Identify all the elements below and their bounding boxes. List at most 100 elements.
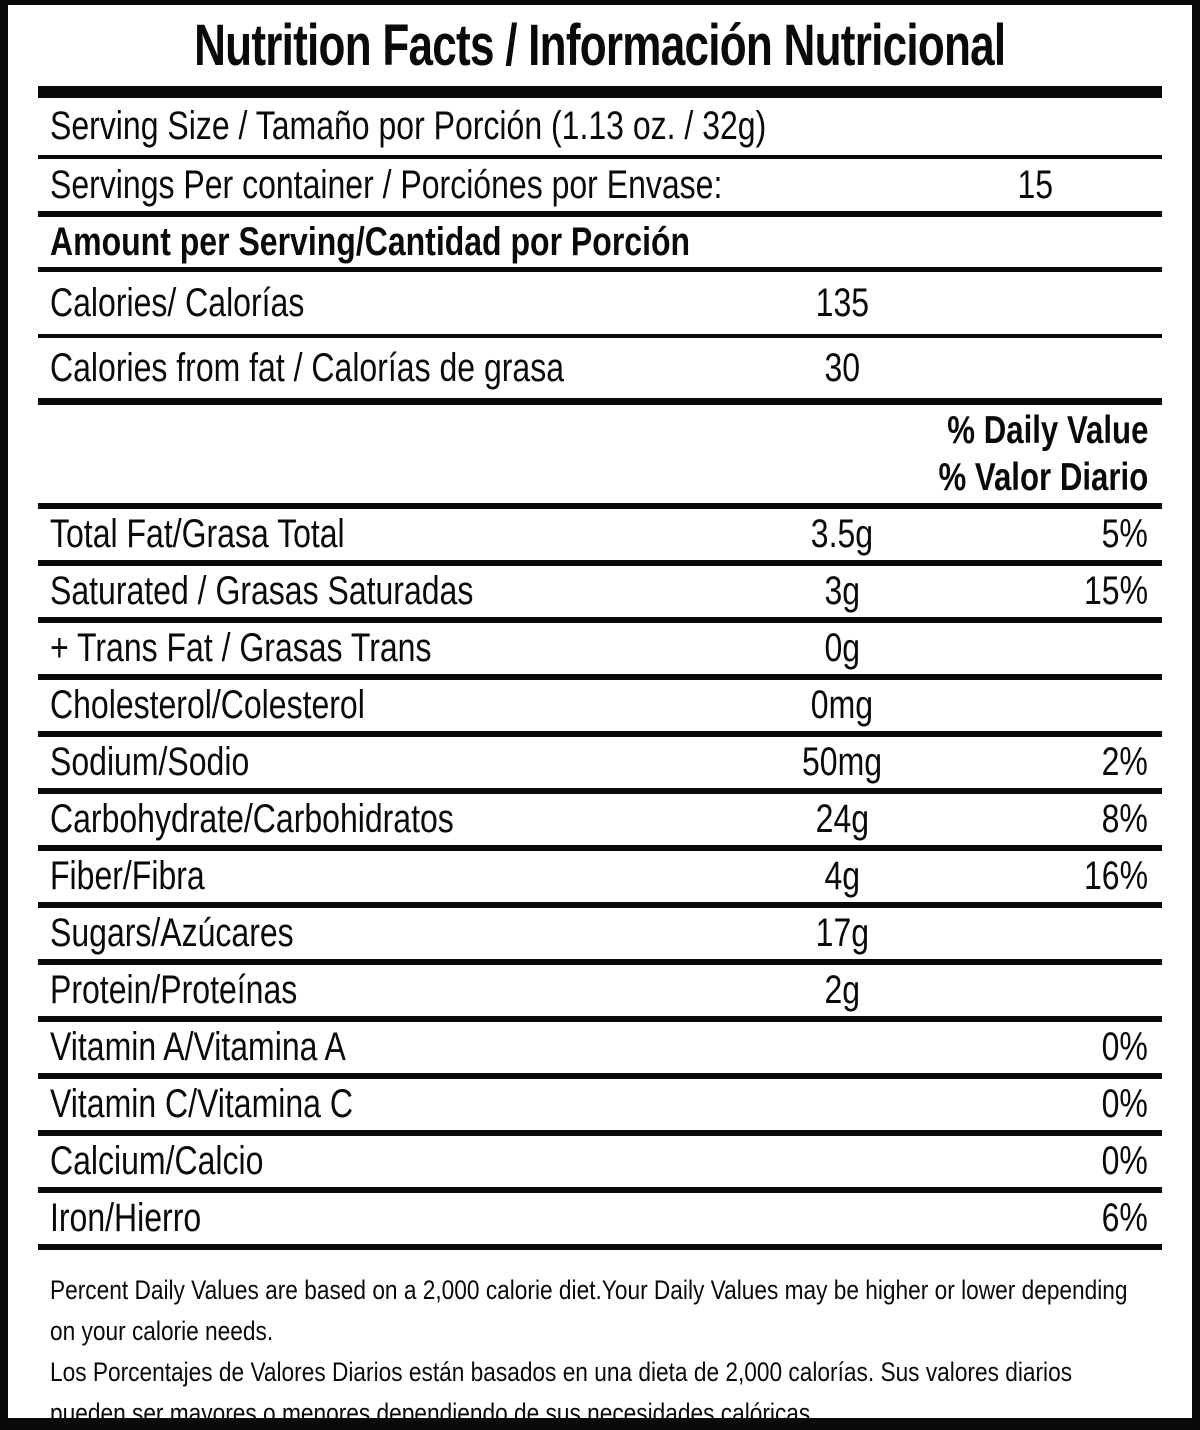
nutrient-rows: Total Fat/Grasa Total 3.5g 5% Saturated … <box>38 509 1162 1250</box>
nutrient-dv-cell: 16% <box>987 854 1162 899</box>
nutrient-name: Saturated / Grasas Saturadas <box>50 569 474 613</box>
servings-per-container-text: Servings Per container / Porciónes por E… <box>50 162 723 207</box>
nutrient-row: Fiber/Fibra 4g 16% <box>38 851 1162 908</box>
label-title: Nutrition Facts / Información Nutriciona… <box>194 13 1006 78</box>
nutrient-daily-value: 0% <box>1101 1082 1148 1126</box>
nutrient-row: Iron/Hierro 6% <box>38 1193 1162 1250</box>
calories-from-fat-value: 30 <box>824 345 860 390</box>
nutrient-dv-cell: 5% <box>987 512 1162 557</box>
nutrient-amount: 3.5g <box>810 512 874 556</box>
nutrient-dv-cell <box>987 683 1162 728</box>
nutrient-dv-cell <box>987 911 1162 956</box>
nutrient-daily-value: 0% <box>1101 1025 1148 1069</box>
nutrient-name-cell: Vitamin C/Vitamina C <box>38 1082 697 1127</box>
daily-value-header-es: % Valor Diario <box>886 454 1148 501</box>
servings-per-container-row: Servings Per container / Porciónes por E… <box>38 159 1162 217</box>
footnote-spanish-text: Los Porcentajes de Valores Diarios están… <box>50 1357 1073 1428</box>
nutrient-name: Carbohydrate/Carbohidratos <box>50 797 454 841</box>
serving-size-cell: Serving Size / Tamaño por Porción (1.13 … <box>38 104 1162 149</box>
nutrient-name: Sodium/Sodio <box>50 740 250 784</box>
nutrient-amount: 0g <box>824 626 860 670</box>
nutrient-name: Cholesterol/Colesterol <box>50 683 365 727</box>
nutrient-row: + Trans Fat / Grasas Trans 0g <box>38 623 1162 680</box>
calories-value: 135 <box>815 280 869 325</box>
nutrient-name-cell: Total Fat/Grasa Total <box>38 512 697 557</box>
nutrient-amount-cell: 4g <box>697 854 987 899</box>
nutrient-amount-cell: 2g <box>697 968 987 1013</box>
nutrient-name-cell: Calcium/Calcio <box>38 1139 697 1184</box>
servings-per-container-value: 15 <box>1017 162 1054 207</box>
nutrient-dv-cell: 0% <box>987 1139 1162 1184</box>
nutrient-daily-value: 5% <box>1101 512 1148 556</box>
nutrient-daily-value: 8% <box>1101 797 1148 841</box>
calories-from-fat-row: Calories from fat / Calorías de grasa 30 <box>38 338 1162 405</box>
footnote-english: Percent Daily Values are based on a 2,00… <box>50 1270 1142 1352</box>
nutrient-row: Total Fat/Grasa Total 3.5g 5% <box>38 509 1162 566</box>
nutrient-row: Vitamin A/Vitamina A 0% <box>38 1022 1162 1079</box>
nutrient-amount-cell <box>697 1139 987 1184</box>
amount-per-serving-header-cell: Amount per Serving/Cantidad por Porción <box>38 220 1162 265</box>
nutrient-name: Protein/Proteínas <box>50 968 298 1012</box>
nutrient-amount-cell: 3g <box>697 569 987 614</box>
nutrient-daily-value: 2% <box>1101 740 1148 784</box>
serving-size-text: Serving Size / Tamaño por Porción (1.13 … <box>50 104 767 148</box>
nutrient-name-cell: Fiber/Fibra <box>38 854 697 899</box>
nutrient-amount: 2g <box>824 968 860 1012</box>
calories-from-fat-label: Calories from fat / Calorías de grasa <box>50 345 564 390</box>
nutrient-name-cell: Protein/Proteínas <box>38 968 697 1013</box>
daily-value-header: % Daily Value % Valor Diario <box>38 405 1162 509</box>
footnote-spanish: Los Porcentajes de Valores Diarios están… <box>50 1352 1142 1428</box>
nutrient-name: Calcium/Calcio <box>50 1139 264 1183</box>
nutrient-dv-cell: 2% <box>987 740 1162 785</box>
servings-per-container-cell: Servings Per container / Porciónes por E… <box>38 163 890 208</box>
nutrient-name: Sugars/Azúcares <box>50 911 294 955</box>
calories-label: Calories/ Calorías <box>50 280 305 325</box>
serving-size-row: Serving Size / Tamaño por Porción (1.13 … <box>38 98 1162 159</box>
nutrient-amount-cell: 0g <box>697 626 987 671</box>
nutrient-daily-value: 0% <box>1101 1139 1148 1183</box>
nutrient-row: Sugars/Azúcares 17g <box>38 908 1162 965</box>
nutrient-amount-cell <box>697 1082 987 1127</box>
nutrient-name-cell: Sodium/Sodio <box>38 740 697 785</box>
nutrient-amount: 24g <box>815 797 869 841</box>
nutrient-daily-value: 16% <box>1083 854 1148 898</box>
footnote-english-text: Percent Daily Values are based on a 2,00… <box>50 1275 1128 1346</box>
nutrient-name: + Trans Fat / Grasas Trans <box>50 626 432 670</box>
nutrient-amount: 17g <box>815 911 869 955</box>
nutrient-amount-cell <box>697 1025 987 1070</box>
nutrient-row: Protein/Proteínas 2g <box>38 965 1162 1022</box>
nutrient-daily-value: 15% <box>1083 569 1148 613</box>
label-title-row: Nutrition Facts / Información Nutriciona… <box>38 5 1162 98</box>
label-inner: Nutrition Facts / Información Nutriciona… <box>38 5 1162 1428</box>
nutrient-name: Fiber/Fibra <box>50 854 205 898</box>
nutrient-amount-cell <box>697 1196 987 1241</box>
nutrient-daily-value: 6% <box>1101 1196 1148 1240</box>
nutrient-name: Vitamin A/Vitamina A <box>50 1025 346 1069</box>
calories-label-cell: Calories/ Calorías <box>38 281 697 326</box>
nutrient-row: Vitamin C/Vitamina C 0% <box>38 1079 1162 1136</box>
nutrient-dv-cell: 0% <box>987 1082 1162 1127</box>
nutrient-row: Saturated / Grasas Saturadas 3g 15% <box>38 566 1162 623</box>
footnotes: Percent Daily Values are based on a 2,00… <box>38 1250 1162 1428</box>
nutrient-name-cell: Cholesterol/Colesterol <box>38 683 697 728</box>
nutrient-name-cell: Sugars/Azúcares <box>38 911 697 956</box>
nutrient-amount: 50mg <box>801 740 883 784</box>
nutrient-name-cell: Vitamin A/Vitamina A <box>38 1025 697 1070</box>
amount-per-serving-header-text: Amount per Serving/Cantidad por Porción <box>50 219 691 264</box>
calories-value-cell: 135 <box>697 281 987 326</box>
daily-value-header-en: % Daily Value <box>897 407 1148 454</box>
calories-row: Calories/ Calorías 135 <box>38 272 1162 338</box>
nutrient-row: Sodium/Sodio 50mg 2% <box>38 737 1162 794</box>
calories-from-fat-label-cell: Calories from fat / Calorías de grasa <box>38 346 697 391</box>
nutrient-amount: 4g <box>824 854 860 898</box>
nutrient-dv-cell: 6% <box>987 1196 1162 1241</box>
nutrient-dv-cell <box>987 968 1162 1013</box>
nutrient-dv-cell <box>987 626 1162 671</box>
nutrient-name-cell: Carbohydrate/Carbohidratos <box>38 797 697 842</box>
nutrient-name: Iron/Hierro <box>50 1196 202 1240</box>
nutrient-name-cell: + Trans Fat / Grasas Trans <box>38 626 697 671</box>
nutrient-dv-cell: 15% <box>987 569 1162 614</box>
nutrient-dv-cell: 8% <box>987 797 1162 842</box>
nutrient-name-cell: Iron/Hierro <box>38 1196 697 1241</box>
